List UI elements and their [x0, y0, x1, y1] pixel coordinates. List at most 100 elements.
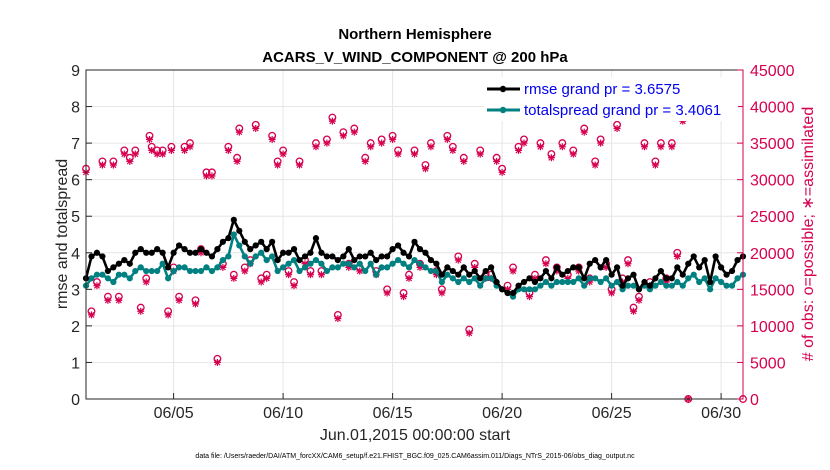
- totalspread-point: [192, 267, 199, 275]
- obs-assimilated-marker: [257, 278, 265, 286]
- rmse-point: [241, 238, 248, 245]
- rmse-point: [99, 253, 106, 260]
- legend-box: [484, 77, 738, 121]
- y-left-tick-label: 2: [71, 319, 80, 336]
- totalspread-point: [613, 278, 621, 286]
- rmse-point: [433, 260, 440, 267]
- totalspread-point: [263, 256, 270, 264]
- obs-assimilated-marker: [427, 143, 435, 151]
- obs-assimilated-stroke: [378, 140, 385, 147]
- obs-assimilated-stroke: [356, 268, 363, 275]
- y-left-tick-label: 0: [71, 392, 80, 409]
- rmse-point: [411, 238, 418, 245]
- totalspread-point: [531, 286, 539, 293]
- totalspread-point: [723, 282, 730, 289]
- obs-assimilated-marker: [339, 132, 347, 140]
- x-tick-label: 06/15: [373, 405, 413, 422]
- rmse-point: [646, 282, 654, 289]
- totalspread-point: [416, 260, 424, 267]
- obs-assimilated-marker: [312, 143, 320, 151]
- rmse-point: [592, 256, 599, 264]
- obs-assimilated-marker: [400, 293, 408, 301]
- totalspread-point: [323, 267, 330, 275]
- obs-assimilated-stroke: [318, 271, 325, 278]
- rmse-point: [707, 278, 714, 286]
- rmse-point: [619, 282, 626, 289]
- obs-assimilated-stroke: [132, 151, 139, 158]
- rmse-point: [553, 264, 560, 271]
- totalspread-point: [542, 278, 550, 286]
- obs-assimilated-stroke: [559, 143, 566, 150]
- totalspread-point: [592, 275, 599, 282]
- rmse-point: [520, 278, 528, 286]
- totalspread-point: [570, 278, 577, 286]
- totalspread-point: [400, 260, 407, 267]
- totalspread-point: [334, 264, 341, 271]
- rmse-point: [263, 246, 270, 253]
- rmse-point: [269, 238, 276, 245]
- totalspread-point: [734, 275, 741, 282]
- obs-assimilated-marker: [126, 157, 134, 165]
- rmse-point: [170, 249, 177, 256]
- rmse-point: [345, 246, 352, 253]
- totalspread-point: [718, 278, 725, 286]
- obs-assimilated-marker: [421, 165, 429, 173]
- obs-assimilated-marker: [443, 135, 451, 143]
- axis-ticks: 0 1 2 3 4 5 6 7 8 9 0 5000 10000 15000 20000 25000 30000…: [71, 63, 795, 422]
- obs-assimilated-marker: [558, 143, 566, 151]
- totalspread-point: [422, 264, 429, 271]
- rmse-point: [88, 253, 95, 260]
- rmse-point: [488, 264, 495, 271]
- rmse-point: [449, 267, 456, 275]
- y-left-tick-label: 6: [71, 173, 80, 190]
- obs-assimilated-stroke: [280, 151, 287, 158]
- obs-assimilated-marker: [181, 146, 189, 154]
- obs-assimilated-stroke: [208, 172, 215, 180]
- totalspread-point: [586, 275, 593, 282]
- rmse-point: [137, 246, 144, 253]
- obs-assimilated-stroke: [323, 140, 330, 147]
- obs-assimilated-marker: [285, 271, 293, 279]
- totalspread-point: [110, 278, 117, 286]
- totalspread-point: [477, 282, 484, 289]
- obs-assimilated-marker: [323, 139, 331, 147]
- totalspread-point: [296, 267, 303, 275]
- rmse-point: [197, 246, 205, 253]
- rmse-point: [641, 278, 648, 286]
- obs-assimilated-marker: [651, 161, 659, 169]
- rmse-point: [121, 256, 128, 264]
- rmse-point: [110, 264, 117, 271]
- obs-assimilated-marker: [290, 282, 298, 290]
- obs-assimilated-marker: [306, 271, 314, 279]
- obs-assimilated-stroke: [126, 158, 133, 165]
- obs-assimilated-stroke: [510, 268, 517, 275]
- obs-assimilated-stroke: [93, 282, 100, 289]
- totalspread-point: [258, 249, 265, 256]
- obs-assimilated-stroke: [296, 162, 303, 169]
- y-left-tick-label: 9: [71, 63, 80, 80]
- rmse-point: [668, 275, 675, 282]
- totalspread-point: [674, 278, 681, 286]
- y-right-tick-label: 5000: [750, 355, 786, 372]
- rmse-point: [663, 275, 670, 282]
- obs-assimilated-stroke: [214, 359, 221, 366]
- obs-assimilated-marker: [233, 157, 241, 165]
- rmse-point: [427, 256, 435, 264]
- y-left-tick-label: 1: [71, 355, 80, 372]
- obs-assimilated-stroke: [444, 136, 451, 143]
- obs-assimilated-marker: [120, 150, 128, 158]
- obs-assimilated-stroke: [449, 147, 456, 154]
- totalspread-point: [630, 282, 637, 289]
- rmse-point: [312, 235, 320, 242]
- rmse-point: [252, 242, 259, 249]
- totalspread-point: [143, 267, 150, 275]
- obs-assimilated-stroke: [477, 151, 484, 158]
- rmse-point: [362, 253, 369, 260]
- chart-title-line2: ACARS_V_WIND_COMPONENT @ 200 hPa: [262, 49, 568, 66]
- obs-assimilated-marker: [93, 282, 101, 290]
- obs-assimilated-stroke: [460, 158, 467, 165]
- rmse-point: [405, 253, 413, 260]
- rmse-point: [674, 264, 681, 271]
- totalspread-point: [427, 267, 435, 275]
- rmse-point: [718, 264, 725, 271]
